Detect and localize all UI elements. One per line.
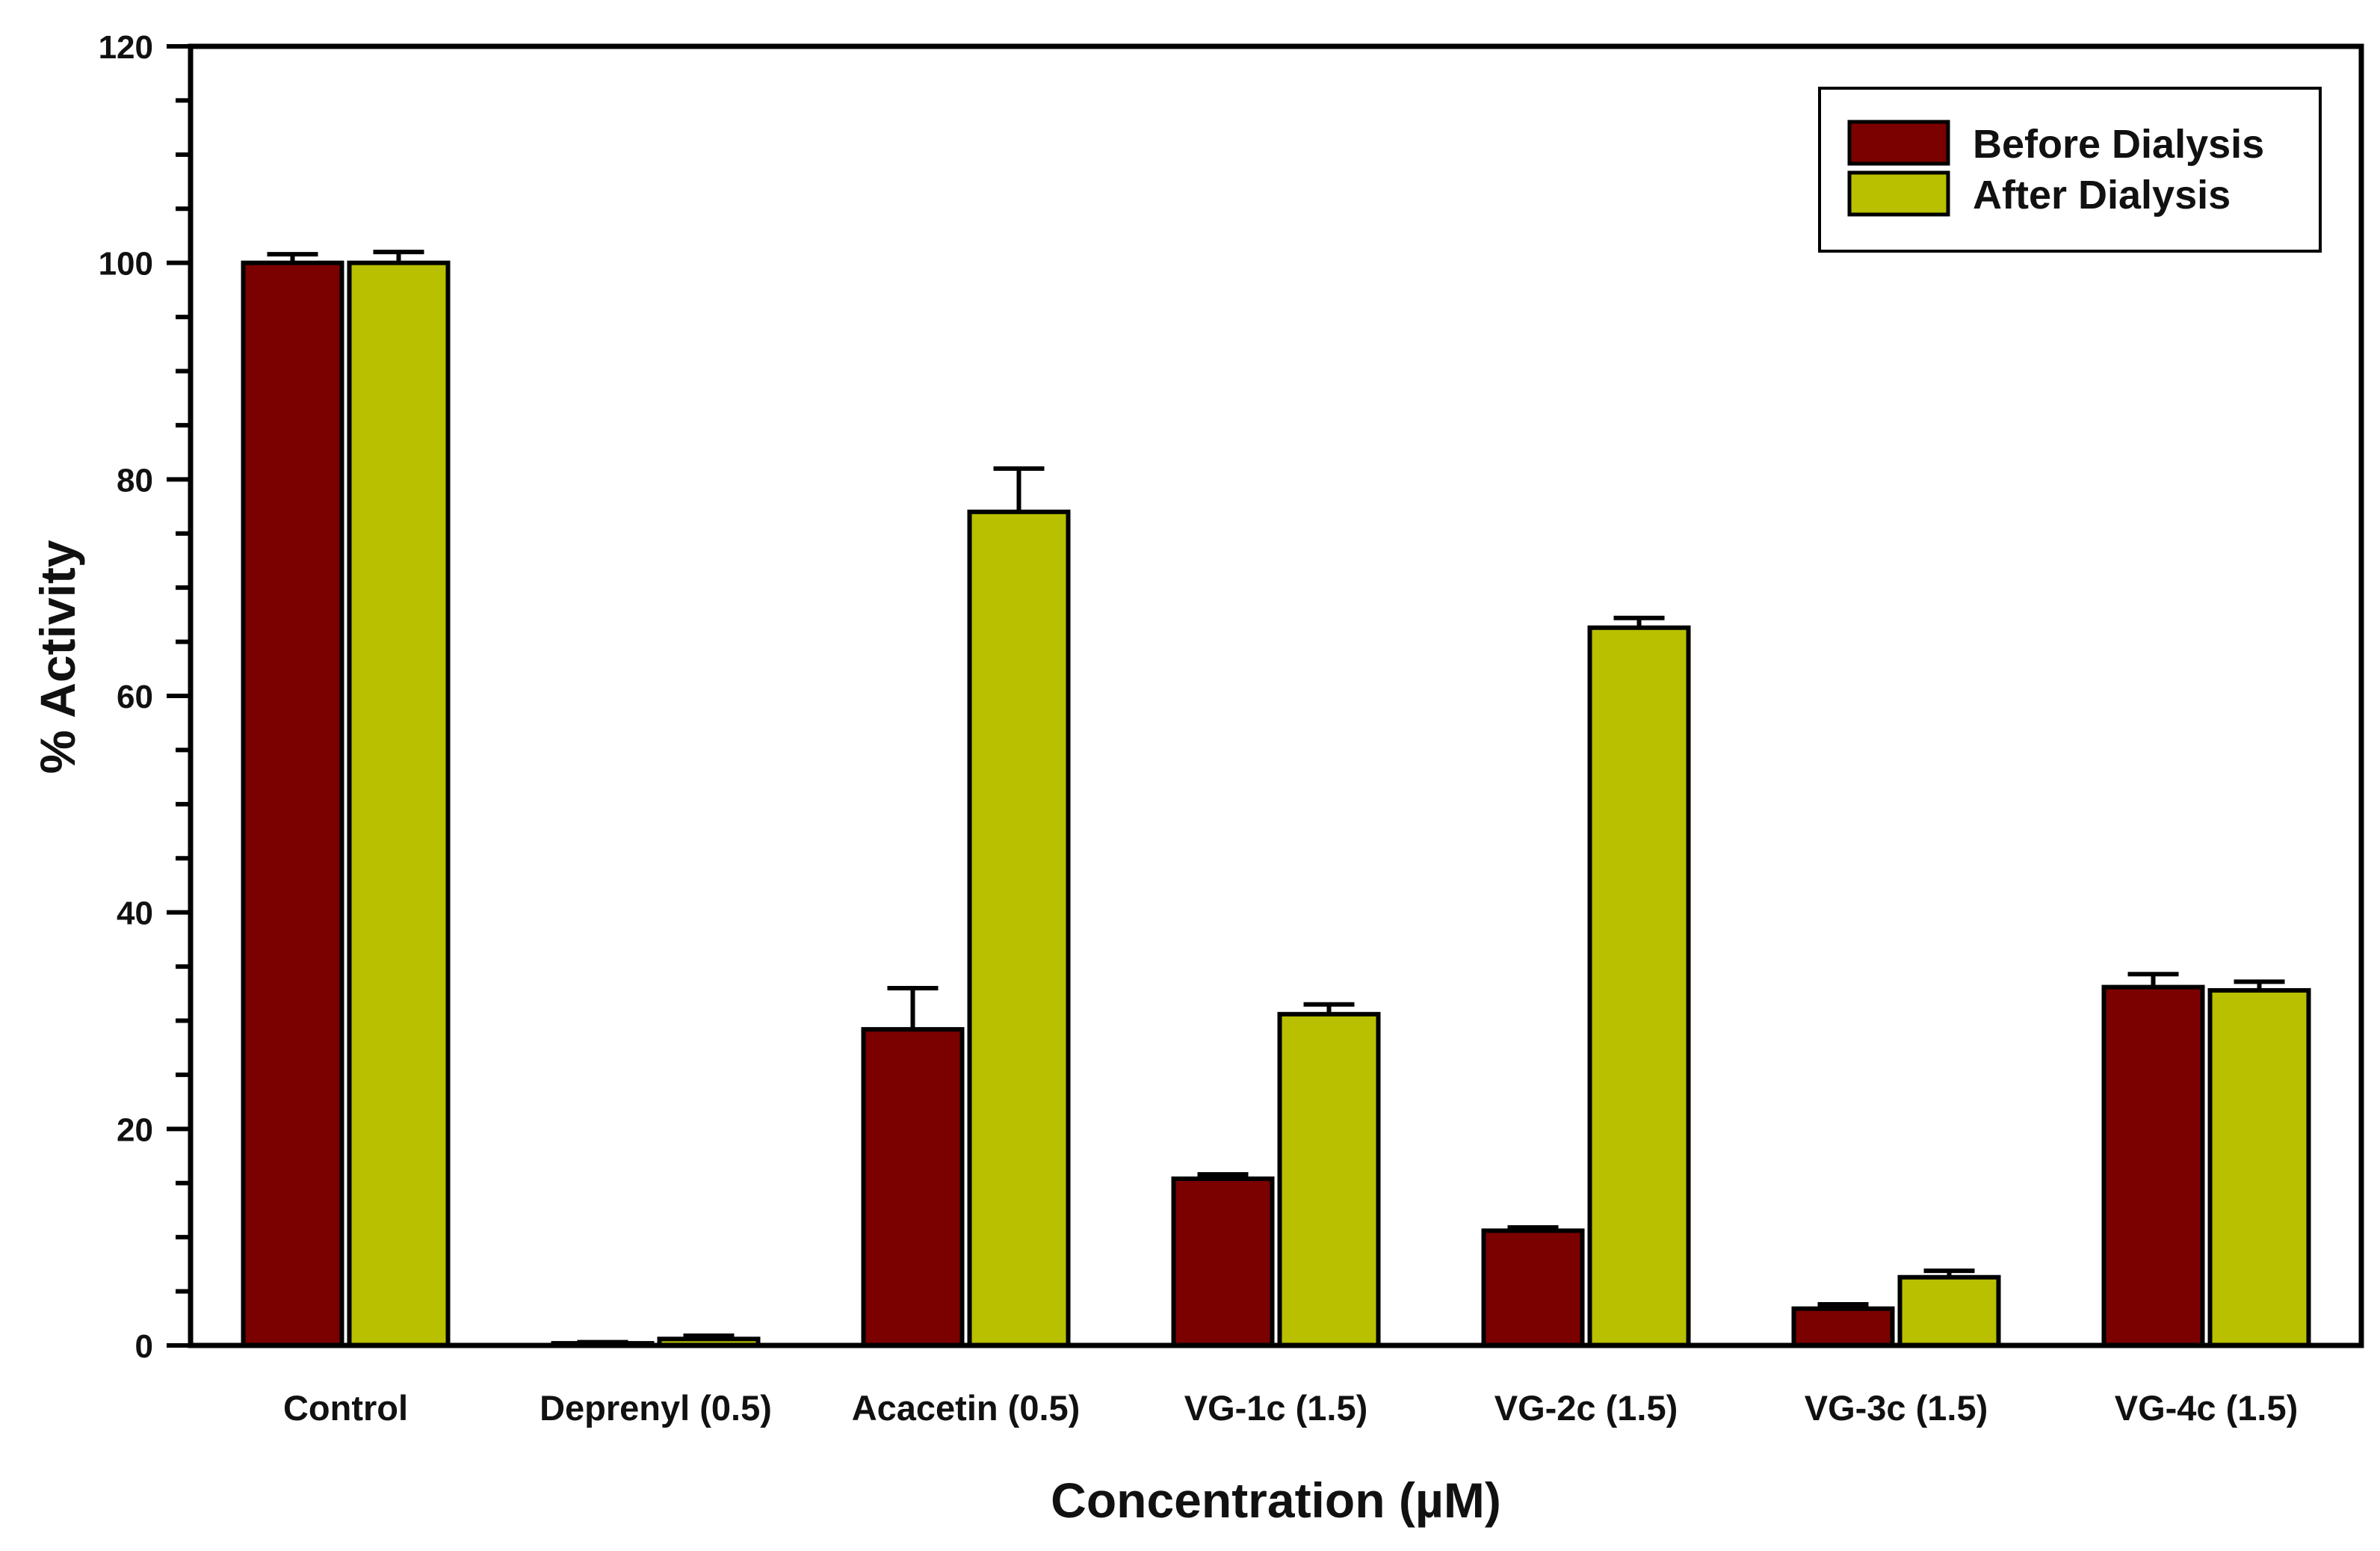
x-tick-label-vg-3c-1-5: VG-3c (1.5) — [1805, 1388, 1988, 1428]
bar-before-dialysis-vg-4c-1-5 — [2101, 984, 2205, 1348]
bar-after-dialysis-acacetin-0-5 — [967, 509, 1071, 1348]
y-tick-label: 60 — [117, 679, 153, 715]
bar-before-dialysis-vg-1c-1-5 — [1171, 1176, 1275, 1348]
legend-label-after-dialysis: After Dialysis — [1973, 173, 2231, 218]
x-tick-label-acacetin-0-5: Acacetin (0.5) — [852, 1388, 1081, 1428]
x-tick-label-vg-2c-1-5: VG-2c (1.5) — [1495, 1388, 1678, 1428]
x-tick-label-control: Control — [283, 1388, 408, 1428]
bar-after-dialysis-vg-4c-1-5 — [2207, 987, 2311, 1348]
axes-layer — [167, 43, 2364, 1348]
legend-label-before-dialysis: Before Dialysis — [1973, 122, 2264, 167]
y-axis-title: % Activity — [30, 540, 85, 774]
error-bars-layer — [267, 250, 2285, 1345]
bar-after-dialysis-vg-3c-1-5 — [1897, 1274, 2001, 1348]
bar-before-dialysis-vg-2c-1-5 — [1481, 1228, 1585, 1348]
y-tick-label: 80 — [117, 462, 153, 499]
bar-before-dialysis-acacetin-0-5 — [861, 1027, 965, 1348]
bars-layer — [241, 260, 2311, 1348]
x-axis-title: Concentration (µM) — [1051, 1473, 1501, 1528]
bar-after-dialysis-control — [347, 260, 451, 1348]
x-tick-label-vg-1c-1-5: VG-1c (1.5) — [1184, 1388, 1368, 1428]
bar-before-dialysis-vg-3c-1-5 — [1791, 1306, 1895, 1348]
legend-swatch-before-dialysis — [1847, 120, 1950, 166]
y-tick-label: 40 — [117, 895, 153, 932]
bar-after-dialysis-vg-2c-1-5 — [1587, 625, 1691, 1348]
y-tick-label: 100 — [99, 246, 153, 283]
bar-after-dialysis-vg-1c-1-5 — [1277, 1011, 1381, 1348]
y-tick-label: 120 — [99, 29, 153, 66]
y-tick-label: 0 — [135, 1328, 153, 1365]
x-tick-label-deprenyl-0-5: Deprenyl (0.5) — [540, 1388, 772, 1428]
legend: Before Dialysis After Dialysis — [1818, 87, 2322, 253]
x-tick-label-vg-4c-1-5: VG-4c (1.5) — [2115, 1388, 2299, 1428]
bar-before-dialysis-control — [241, 260, 344, 1348]
legend-swatch-after-dialysis — [1847, 170, 1950, 217]
legend-box — [1818, 87, 2322, 253]
labels-layer: 0 20 40 60 80 100 120 Control Deprenyl (0.5) Acac… — [99, 29, 2299, 1428]
y-tick-label: 20 — [117, 1111, 153, 1148]
